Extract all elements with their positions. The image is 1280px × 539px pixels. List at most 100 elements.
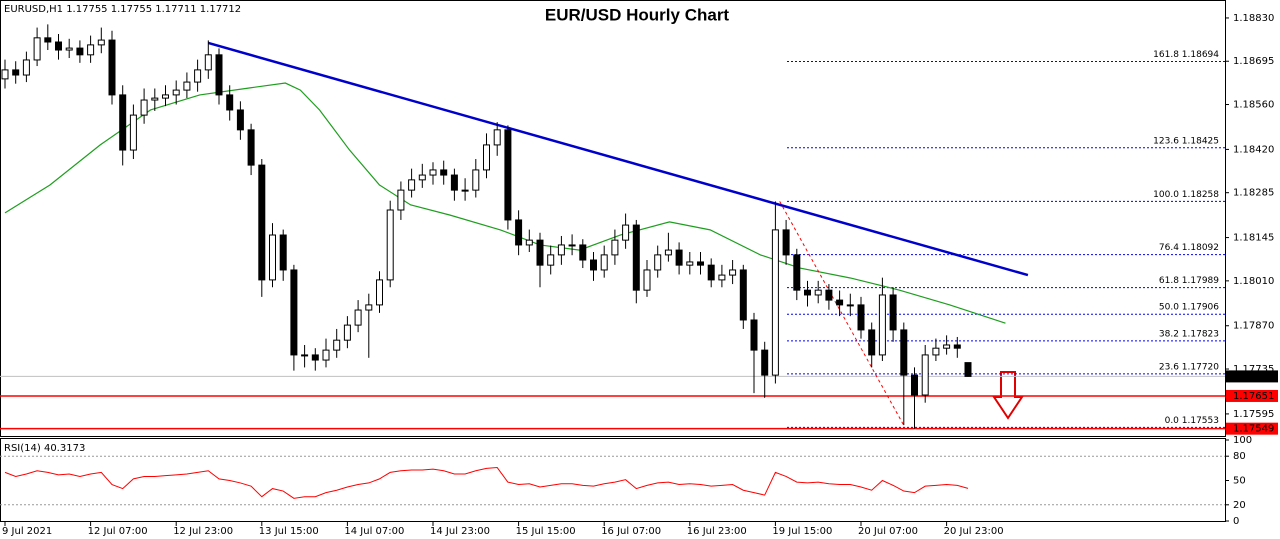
- candle-body: [729, 269, 737, 276]
- rsi-tick-label: 20: [1233, 500, 1246, 511]
- candle-body: [493, 129, 501, 146]
- candle-body: [557, 244, 565, 256]
- trendline: [207, 41, 1029, 277]
- candle-body: [162, 94, 169, 99]
- candle-body: [579, 244, 587, 261]
- candle-body: [226, 94, 234, 111]
- candle-body: [247, 129, 255, 166]
- candle-body: [750, 319, 758, 351]
- candle-body: [87, 44, 95, 56]
- candle-body: [504, 129, 512, 221]
- support-label: 1.17549: [1233, 424, 1274, 435]
- candle-body: [964, 362, 972, 377]
- candle-body: [44, 37, 52, 43]
- x-tick-label: 12 Jul 07:00: [88, 526, 148, 537]
- candle-body: [76, 47, 84, 56]
- main-pane: [0, 0, 1226, 437]
- x-tick-label: 13 Jul 15:00: [259, 526, 319, 537]
- candle-body: [108, 39, 116, 96]
- candle-body: [322, 349, 330, 361]
- x-tick-label: 16 Jul 07:00: [601, 526, 661, 537]
- chart-title: EUR/USD Hourly Chart: [545, 5, 730, 24]
- candle-body: [172, 89, 180, 96]
- candle-body: [664, 249, 672, 256]
- candle-body: [846, 304, 854, 307]
- x-tick-label: 15 Jul 15:00: [516, 526, 576, 537]
- candle-body: [889, 294, 897, 331]
- fib-label: 0.0 1.17553: [1165, 416, 1219, 426]
- candle-body: [429, 169, 437, 176]
- candle-body: [707, 264, 715, 281]
- rsi-line: [4, 467, 969, 499]
- candle-body: [204, 54, 212, 71]
- candle-body: [258, 164, 266, 281]
- candle-body: [814, 289, 822, 296]
- support-tag: [1226, 422, 1278, 435]
- candle-body: [450, 174, 458, 191]
- candle-body: [119, 94, 127, 151]
- candle-body: [343, 324, 351, 341]
- candle-body: [718, 274, 726, 281]
- candle-body: [183, 81, 191, 91]
- candle-body: [483, 144, 490, 171]
- fib-label: 38.2 1.17823: [1159, 329, 1219, 339]
- y-tick-label: 1.18695: [1233, 56, 1274, 67]
- candle-body: [857, 304, 865, 331]
- candle-body: [97, 39, 105, 46]
- candle-body: [943, 344, 951, 349]
- support-tag: [1226, 389, 1278, 402]
- candle-body: [22, 59, 30, 76]
- candle-body: [536, 239, 544, 266]
- x-tick-label: 14 Jul 23:00: [430, 526, 490, 537]
- x-tick-label: 12 Jul 23:00: [173, 526, 233, 537]
- fib-label: 23.6 1.17720: [1159, 362, 1219, 372]
- candle-body: [33, 37, 41, 61]
- candle-body: [55, 41, 62, 51]
- fib-label: 50.0 1.17906: [1159, 303, 1219, 313]
- symbol-info: EURUSD,H1 1.17755 1.17755 1.17711 1.1771…: [4, 4, 241, 15]
- fib-label: 100.0 1.18258: [1153, 190, 1219, 200]
- candle-body: [515, 219, 523, 246]
- candle-body: [632, 224, 640, 291]
- rsi-tick-label: 50: [1233, 476, 1246, 487]
- current-price-tag: [1226, 370, 1278, 383]
- candle-body: [12, 69, 20, 76]
- candle-body: [397, 189, 405, 211]
- x-tick-label: 14 Jul 07:00: [344, 526, 404, 537]
- candle-body: [590, 259, 597, 271]
- candle-body: [290, 269, 298, 356]
- candle-body: [236, 109, 244, 131]
- candle-body: [1, 69, 9, 80]
- candle-body: [568, 244, 576, 247]
- candle-body: [825, 289, 833, 301]
- candle-body: [804, 289, 811, 296]
- candle-body: [129, 114, 137, 151]
- candle-body: [654, 254, 662, 271]
- candle-body: [525, 239, 533, 246]
- candle-body: [194, 69, 202, 83]
- fib-diagonal: [779, 201, 906, 428]
- rsi-tick-label: 100: [1233, 435, 1252, 446]
- x-tick-label: 19 Jul 15:00: [772, 526, 832, 537]
- fib-label: 123.6 1.18425: [1153, 136, 1219, 146]
- y-tick-label: 1.18285: [1233, 188, 1274, 199]
- candle-body: [697, 261, 704, 266]
- candle-body: [408, 179, 416, 191]
- candle-body: [279, 234, 287, 271]
- current-price-label: 1.17712: [1233, 371, 1274, 382]
- support-label: 1.17651: [1233, 391, 1274, 402]
- candle-body: [953, 344, 961, 349]
- rsi-tick-label: 80: [1233, 451, 1246, 462]
- candle-body: [386, 209, 394, 281]
- candle-body: [418, 174, 426, 181]
- candle-body: [878, 294, 886, 356]
- candle-body: [461, 189, 469, 192]
- candle-body: [739, 269, 747, 321]
- candle-body: [600, 254, 608, 271]
- y-tick-label: 1.18145: [1233, 233, 1274, 244]
- candle-body: [900, 329, 908, 376]
- candle-body: [921, 354, 929, 396]
- candle-body: [686, 261, 694, 266]
